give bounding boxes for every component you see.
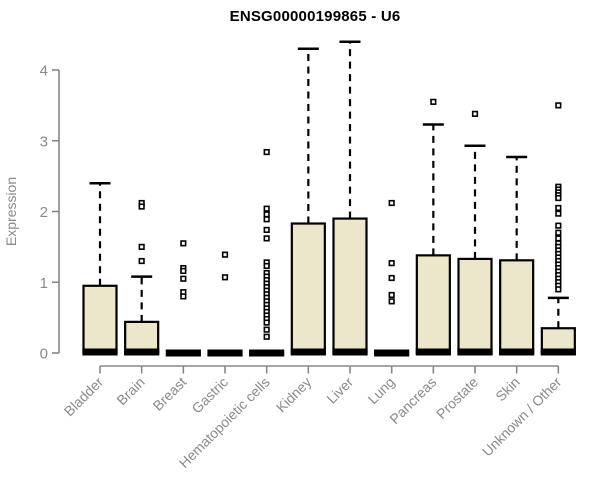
- outlier-point: [263, 216, 270, 223]
- x-tick-label: Breast: [150, 374, 190, 414]
- collapsed-box: [207, 349, 243, 357]
- x-tick-label: Liver: [323, 374, 356, 407]
- outlier-point: [263, 211, 270, 218]
- outlier-point: [555, 204, 562, 212]
- outlier-point: [263, 326, 270, 333]
- outlier-point: [221, 251, 229, 258]
- box-iqr: [82, 284, 118, 355]
- outlier-point: [263, 148, 270, 156]
- outlier-point: [555, 229, 562, 236]
- outlier-point: [555, 102, 562, 109]
- outlier-point: [388, 199, 395, 207]
- outlier-point: [430, 98, 437, 105]
- outlier-point: [138, 257, 145, 265]
- outlier-point: [388, 274, 395, 282]
- outlier-point: [263, 226, 270, 233]
- outlier-point: [555, 210, 562, 217]
- box-iqr: [290, 222, 326, 355]
- outlier-point: [263, 205, 270, 212]
- box-iqr: [499, 259, 535, 355]
- outlier-point: [388, 260, 395, 267]
- x-tick-label: Kidney: [273, 374, 315, 416]
- collapsed-box: [165, 349, 201, 357]
- box-iqr: [457, 257, 493, 355]
- collapsed-box: [249, 349, 285, 357]
- box-iqr: [415, 254, 451, 355]
- outlier-point: [388, 291, 395, 299]
- box-iqr: [124, 320, 160, 355]
- box-iqr: [332, 217, 368, 355]
- outlier-point: [263, 262, 270, 270]
- x-tick-label: Bladder: [61, 374, 107, 420]
- outlier-point: [555, 194, 562, 202]
- outlier-point: [263, 235, 270, 242]
- x-tick-label: Brain: [113, 374, 147, 408]
- y-axis-title: Expression: [3, 177, 19, 246]
- outlier-point: [138, 243, 145, 250]
- y-tick-label: 0: [40, 346, 48, 363]
- x-tick-label: Unknown / Other: [479, 374, 565, 460]
- y-tick-label: 1: [40, 275, 48, 292]
- outlier-point: [180, 275, 187, 282]
- outlier-point: [555, 286, 562, 293]
- outlier-point: [555, 235, 562, 242]
- outlier-point: [263, 333, 270, 340]
- outlier-point: [180, 267, 187, 275]
- outlier-point: [221, 274, 229, 281]
- outlier-point: [388, 298, 395, 305]
- outlier-point: [555, 222, 562, 229]
- y-tick-label: 3: [40, 133, 48, 150]
- y-tick-label: 2: [40, 204, 48, 221]
- collapsed-box: [374, 349, 410, 357]
- y-tick-label: 4: [40, 63, 48, 80]
- outlier-point: [180, 240, 187, 247]
- x-tick-label: Prostate: [433, 374, 481, 422]
- outlier-point: [180, 293, 187, 300]
- chart-title: ENSG00000199865 - U6: [229, 8, 401, 25]
- x-tick-label: Skin: [492, 374, 523, 405]
- x-tick-label: Lung: [364, 374, 397, 407]
- outlier-point: [471, 110, 479, 117]
- outlier-point: [138, 203, 145, 210]
- outlier-point: [263, 319, 270, 326]
